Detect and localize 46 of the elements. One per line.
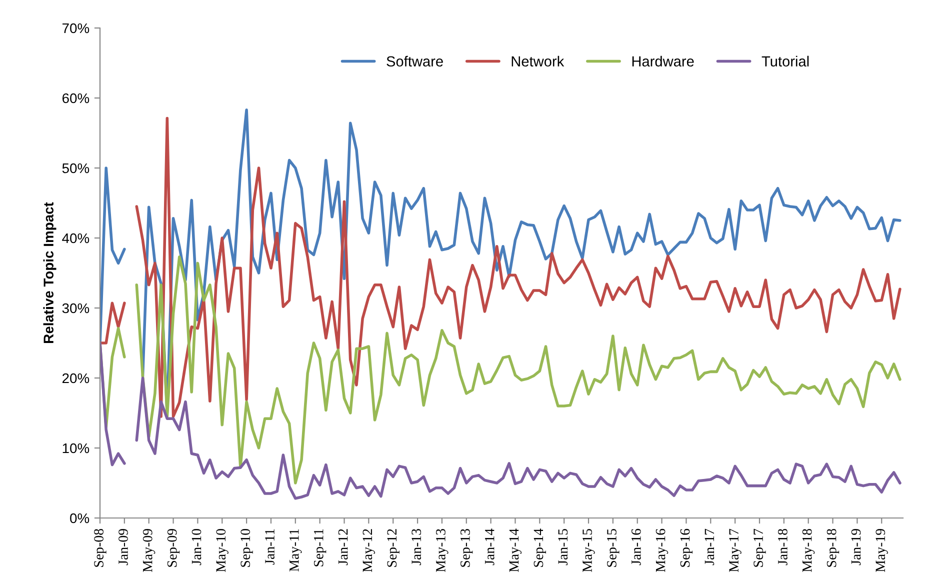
y-tick-label: 60% bbox=[62, 93, 90, 104]
x-tick-label: Sep-08 bbox=[94, 528, 106, 567]
x-tick-label: May-13 bbox=[436, 528, 448, 572]
x-tick-label: Sep-17 bbox=[754, 528, 766, 567]
x-tick-label: May-17 bbox=[729, 528, 742, 572]
x-tick-label: May-14 bbox=[509, 528, 522, 572]
x-tick-label: Jan-13 bbox=[412, 528, 422, 566]
x-tick-label: Sep-18 bbox=[826, 528, 840, 567]
x-tick-label: May-15 bbox=[582, 528, 595, 572]
x-tick-label: May-09 bbox=[142, 528, 156, 572]
x-tick-label: Jan-19 bbox=[851, 528, 861, 566]
x-tick-label: Sep-16 bbox=[680, 528, 693, 567]
x-tick-label: Sep-15 bbox=[607, 528, 620, 567]
x-tick-label: Sep-09 bbox=[167, 528, 180, 567]
x-tick-label: May-19 bbox=[876, 528, 888, 572]
y-tick-label: 0% bbox=[70, 513, 90, 524]
y-axis-title: Relative Topic Impact bbox=[43, 202, 56, 343]
x-tick-label: May-11 bbox=[290, 529, 302, 572]
x-tick-label: Sep-14 bbox=[534, 528, 546, 567]
y-tick-label: 10% bbox=[62, 443, 90, 454]
x-tick-label: May-16 bbox=[656, 528, 668, 572]
x-tick-label: May-18 bbox=[802, 528, 815, 572]
x-tick-label: Sep-12 bbox=[387, 529, 400, 567]
x-tick-label: Jan-09 bbox=[118, 528, 128, 566]
y-tick-label: 40% bbox=[62, 233, 90, 244]
x-tick-label: May-10 bbox=[216, 528, 228, 572]
x-tick-label: Jan-16 bbox=[632, 528, 641, 566]
x-tick-label: Jan-18 bbox=[778, 528, 788, 566]
y-tick-label: 30% bbox=[62, 303, 90, 314]
legend-label: Hardware bbox=[632, 56, 694, 67]
x-tick-label: Jan-12 bbox=[338, 529, 348, 566]
y-tick-label: 50% bbox=[62, 163, 90, 174]
x-tick-label: Jan-11 bbox=[265, 529, 274, 565]
x-tick-label: Jan-17 bbox=[704, 528, 714, 566]
legend-label: Software bbox=[386, 56, 443, 67]
y-tick-label: 70% bbox=[62, 23, 90, 34]
y-tick-label: 20% bbox=[62, 373, 90, 384]
legend-label: Network bbox=[512, 56, 564, 67]
x-tick-label: Sep-13 bbox=[460, 528, 473, 567]
x-tick-label: Jan-15 bbox=[558, 528, 568, 566]
x-tick-label: Sep-11 bbox=[314, 529, 326, 566]
legend-label: Tutorial bbox=[762, 56, 809, 67]
x-tick-label: May-12 bbox=[362, 529, 375, 572]
x-tick-label: Sep-10 bbox=[240, 528, 253, 567]
x-tick-label: Jan-10 bbox=[192, 528, 202, 566]
x-tick-label: Jan-14 bbox=[484, 528, 494, 566]
